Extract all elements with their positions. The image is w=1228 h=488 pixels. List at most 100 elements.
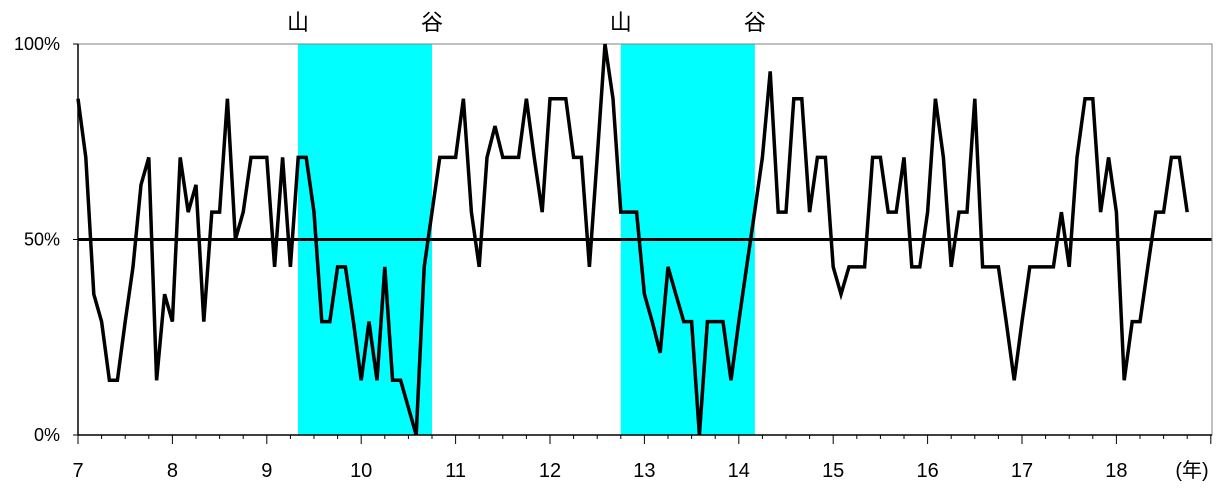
data-point [274, 266, 275, 267]
data-point [172, 321, 173, 322]
data-point [526, 98, 527, 99]
data-point [1092, 98, 1093, 99]
data-point [140, 184, 141, 185]
data-point [1069, 266, 1070, 267]
x-tick-label-7: 7 [72, 460, 83, 482]
data-point [306, 157, 307, 158]
data-point [557, 98, 558, 99]
x-tick-label-8: 8 [167, 460, 178, 482]
data-point [770, 71, 771, 72]
x-tick-label-15: 15 [822, 460, 844, 482]
data-point [156, 380, 157, 381]
data-point [943, 157, 944, 158]
data-point [809, 212, 810, 213]
data-point [487, 157, 488, 158]
data-point [644, 294, 645, 295]
data-point [439, 157, 440, 158]
data-point [699, 435, 700, 436]
data-point [550, 98, 551, 99]
data-point [825, 157, 826, 158]
data-point [683, 321, 684, 322]
data-point [880, 157, 881, 158]
data-point [1155, 212, 1156, 213]
data-point [966, 212, 967, 213]
data-point [125, 321, 126, 322]
data-point [974, 98, 975, 99]
data-point [848, 266, 849, 267]
data-point [369, 321, 370, 322]
data-point [361, 380, 362, 381]
data-point [227, 98, 228, 99]
data-point [463, 98, 464, 99]
trough-label-2: 谷 [744, 10, 766, 35]
data-point [314, 212, 315, 213]
data-point [581, 157, 582, 158]
x-tick-label-17: 17 [1011, 460, 1033, 482]
data-point [471, 212, 472, 213]
data-point [282, 157, 283, 158]
data-point [424, 266, 425, 267]
data-point [518, 157, 519, 158]
data-point [266, 157, 267, 158]
data-point [1116, 212, 1117, 213]
data-point [612, 98, 613, 99]
data-point [196, 184, 197, 185]
data-point [982, 266, 983, 267]
data-point [856, 266, 857, 267]
data-point [494, 126, 495, 127]
data-point [833, 266, 834, 267]
data-point [1053, 266, 1054, 267]
data-point [959, 212, 960, 213]
data-point [1108, 157, 1109, 158]
data-point [235, 239, 236, 240]
data-point [345, 266, 346, 267]
data-point [1163, 212, 1164, 213]
x-tick-label-11: 11 [445, 460, 466, 482]
data-point [408, 407, 409, 408]
y-tick-label-0: 0% [34, 425, 60, 445]
data-point [534, 157, 535, 158]
data-point [180, 157, 181, 158]
data-point [691, 321, 692, 322]
data-point [1084, 98, 1085, 99]
data-point [85, 157, 86, 158]
data-point [109, 380, 110, 381]
data-point [998, 266, 999, 267]
data-point [298, 157, 299, 158]
data-point [951, 266, 952, 267]
data-point [1037, 266, 1038, 267]
data-point [203, 321, 204, 322]
data-point [148, 157, 149, 158]
data-point [479, 266, 480, 267]
data-point [542, 212, 543, 213]
data-point [455, 157, 456, 158]
x-tick-label-12: 12 [539, 460, 561, 482]
data-point [589, 266, 590, 267]
data-point [188, 212, 189, 213]
data-point [573, 157, 574, 158]
data-point [1029, 266, 1030, 267]
data-point [400, 380, 401, 381]
data-point [1006, 321, 1007, 322]
data-point [251, 157, 252, 158]
data-point [117, 380, 118, 381]
data-point [211, 212, 212, 213]
data-point [1147, 266, 1148, 267]
data-point [636, 212, 637, 213]
axes: 0% 50% 100% 7 8 9 10 11 12 13 14 15 16 17 18 [14, 34, 1213, 482]
data-point [1014, 380, 1015, 381]
data-point [762, 157, 763, 158]
data-point [1077, 157, 1078, 158]
data-point [565, 98, 566, 99]
data-point [778, 212, 779, 213]
data-point [896, 212, 897, 213]
data-point [321, 321, 322, 322]
data-point [353, 321, 354, 322]
x-axis-label: (年) [1175, 459, 1208, 482]
labels: (年) 山 谷 山 谷 [287, 10, 1209, 482]
data-point [597, 157, 598, 158]
data-point [447, 157, 448, 158]
data-point [1187, 212, 1188, 213]
series-line-1 [76, 43, 1189, 436]
data-point [628, 212, 629, 213]
